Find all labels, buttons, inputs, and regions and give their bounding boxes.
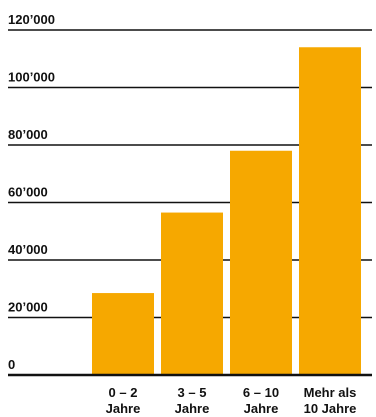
y-tick-label: 80’000 xyxy=(8,127,48,142)
x-category-label: 3 – 5 Jahre xyxy=(175,385,210,416)
x-category-label: Mehr als 10 Jahre xyxy=(304,385,357,416)
bar xyxy=(92,293,154,375)
bars xyxy=(92,47,361,375)
x-category-label: 6 – 10 Jahre xyxy=(243,385,279,416)
x-category-label: 0 – 2 Jahre xyxy=(106,385,141,416)
y-tick-label: 0 xyxy=(8,357,15,372)
y-tick-label: 120’000 xyxy=(8,12,55,27)
y-tick-label: 60’000 xyxy=(8,185,48,200)
bar xyxy=(299,47,361,375)
x-category-labels: 0 – 2 Jahre 3 – 5 Jahre 6 – 10 Jahre Mehr als 1… xyxy=(106,385,357,416)
y-tick-label: 100’000 xyxy=(8,70,55,85)
bar xyxy=(230,150,292,375)
y-tick-label: 40’000 xyxy=(8,242,48,257)
y-tick-labels: 0 20’000 40’000 60’000 80’000 100’000 120’000 xyxy=(8,12,55,372)
y-tick-label: 20’000 xyxy=(8,300,48,315)
bar xyxy=(161,212,223,375)
